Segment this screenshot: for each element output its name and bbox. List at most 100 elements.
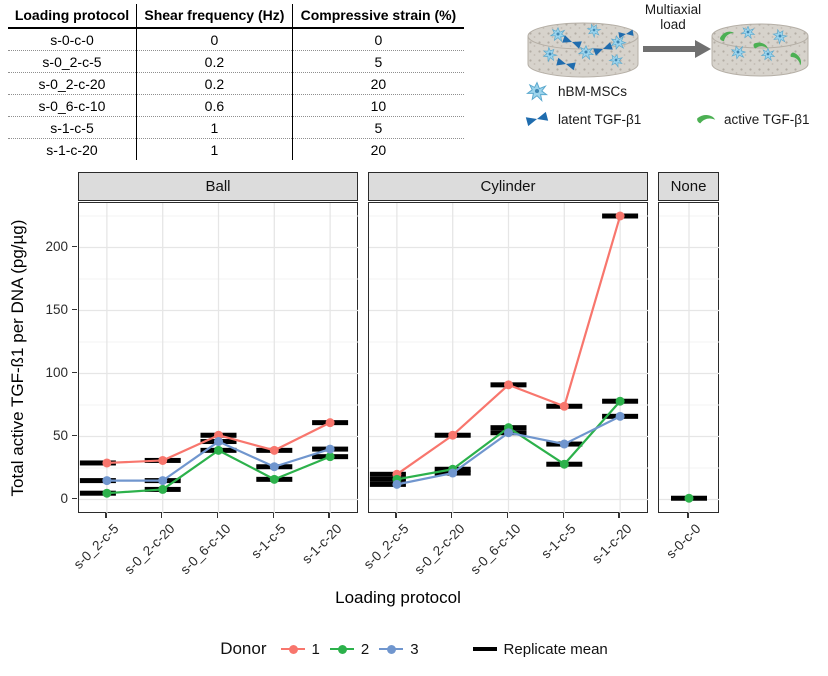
table-cell: 20 [291, 72, 464, 95]
replicate-mean-key-icon [472, 646, 497, 652]
data-point-donor-1 [325, 418, 335, 428]
y-tick-label: 150 [45, 301, 68, 317]
table-row: s-1-c-5 1 5 [8, 116, 464, 139]
y-tick-mark [72, 245, 77, 248]
replicate-mean-bar [369, 476, 406, 482]
table-cell: 5 [291, 116, 464, 139]
table-cell: 20 [291, 138, 464, 160]
data-point-donor-3 [158, 476, 168, 486]
data-point-donor-3 [214, 437, 223, 447]
x-tick-mark [272, 512, 275, 518]
y-tick-label: 200 [45, 238, 68, 254]
legend-item-donor-3: 3 [379, 640, 419, 658]
data-point-donor-2 [102, 488, 112, 498]
x-tick-mark [618, 512, 620, 518]
data-point-donor-2 [269, 474, 279, 484]
table-cell: s-0_6-c-10 [8, 94, 137, 117]
x-tick-label: s-1-c-5 [538, 520, 579, 561]
replicate-mean-bar [369, 481, 406, 487]
y-tick-label: 0 [60, 490, 68, 506]
facet-canvas-none [659, 203, 719, 514]
facet-strip-none: None [658, 172, 719, 201]
x-tick-label: s-0-c-0 [663, 520, 704, 561]
data-point-donor-3 [102, 476, 112, 486]
replicate-mean-bar [79, 460, 116, 466]
data-point-donor-3 [325, 444, 335, 454]
table-cell: 5 [291, 50, 464, 73]
facet-strip-none-label: None [670, 178, 707, 195]
x-tick-mark [562, 512, 565, 518]
table-cell: s-1-c-5 [8, 116, 137, 139]
y-tick-label: 50 [52, 427, 68, 443]
legend-item-donor-2-label: 2 [360, 640, 370, 658]
replicate-mean-bar [369, 471, 406, 477]
load-arrow [643, 40, 711, 58]
table-cell: s-1-c-20 [8, 138, 137, 160]
data-point-donor-1 [158, 455, 168, 465]
schematic-legend-active-label: active TGF-β1 [724, 111, 810, 127]
data-point-donor-1 [214, 430, 223, 440]
legend-item-donor-1: 1 [280, 640, 320, 658]
legend-item-donor-2: 2 [329, 640, 370, 658]
x-tick-mark [395, 512, 397, 518]
multiaxial-load-label: Multiaxial load [644, 2, 702, 32]
col-header-loading-protocol: Loading protocol [8, 4, 137, 29]
data-point-donor-1 [559, 401, 569, 411]
data-point-donor-2 [684, 493, 694, 503]
table-cell: s-0-c-0 [50, 31, 94, 48]
legend-item-donor-3-label: 3 [410, 640, 419, 658]
y-axis-title: Total active TGF-ß1 per DNA (pg/µg) [8, 219, 27, 497]
loading-protocol-table: Loading protocol Shear frequency (Hz) Co… [8, 4, 464, 160]
scaffold-before [527, 21, 639, 78]
table-cell: 0 [291, 28, 464, 51]
x-tick-mark [506, 512, 509, 518]
data-point-donor-3 [392, 479, 402, 489]
facet-panel-cylinder [368, 202, 648, 514]
data-point-donor-3 [448, 468, 458, 478]
x-axis-title: Loading protocol [335, 588, 461, 607]
x-tick-mark [687, 512, 689, 518]
data-point-donor-3 [615, 411, 625, 421]
facet-strip-cylinder: Cylinder [368, 172, 648, 201]
schematic-legend-latent: latent TGF-β1 [524, 110, 641, 128]
plot-legend: Donor 1 2 3 Replicate mean [0, 639, 828, 659]
col-header-shear-frequency: Shear frequency (Hz) [135, 4, 293, 29]
data-point-donor-2 [214, 445, 223, 455]
x-tick-label: s-1-c-20 [589, 520, 635, 567]
schematic-legend-latent-label: latent TGF-β1 [558, 111, 642, 127]
data-point-donor-2 [158, 484, 168, 494]
x-tick-label: s-1-c-5 [248, 520, 289, 561]
x-tick-label: s-0_2-c-20 [411, 520, 468, 577]
table-row: s-0-c-0 0 0 [8, 28, 464, 51]
data-point-donor-1 [448, 430, 458, 440]
table-cell: s-0_2-c-20 [8, 72, 137, 95]
donor-2-key-icon [329, 644, 354, 654]
data-point-donor-3 [559, 439, 569, 449]
replicate-mean-bar [79, 490, 116, 496]
data-point-donor-1 [269, 445, 279, 455]
donor-3-key-icon [379, 644, 404, 654]
donor-1-key-icon [280, 644, 305, 654]
facet-panel-none [658, 202, 719, 514]
x-tick-label: s-0_2-c-5 [70, 520, 122, 572]
y-tick-mark [72, 434, 77, 437]
facet-canvas-cylinder [369, 203, 648, 514]
x-tick-mark [160, 512, 163, 518]
scaffold-after [711, 23, 809, 77]
table-cell: 1 [135, 116, 293, 139]
data-point-donor-3 [269, 462, 279, 472]
table-row: s-0_2-c-5 0.2 5 [8, 50, 464, 73]
facet-strip-ball: Ball [78, 172, 358, 201]
schematic-legend-msc: hBM-MSCs [524, 80, 627, 102]
table-cell: 0.2 [135, 72, 293, 95]
table-header-row: Loading protocol Shear frequency (Hz) Co… [8, 4, 464, 29]
data-point-donor-2 [615, 396, 625, 406]
legend-item-replicate-mean: Replicate mean [472, 641, 608, 658]
table-row: s-0_6-c-10 0.6 10 [8, 94, 464, 117]
table-row: s-1-c-20 1 20 [8, 138, 464, 160]
x-tick-mark [450, 512, 453, 518]
legend-item-donor-1-label: 1 [311, 640, 320, 658]
data-point-donor-2 [559, 459, 569, 469]
